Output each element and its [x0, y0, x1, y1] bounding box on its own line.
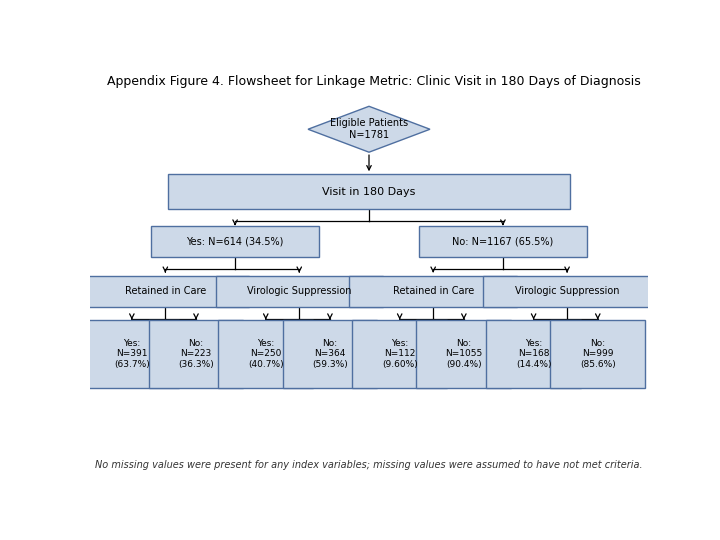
FancyBboxPatch shape — [218, 320, 313, 388]
FancyBboxPatch shape — [416, 320, 511, 388]
Text: Appendix Figure 4. Flowsheet for Linkage Metric: Clinic Visit in 180 Days of Dia: Appendix Figure 4. Flowsheet for Linkage… — [107, 75, 641, 88]
Text: Retained in Care: Retained in Care — [125, 286, 206, 296]
FancyBboxPatch shape — [349, 275, 517, 307]
Text: No:
N=223
(36.3%): No: N=223 (36.3%) — [178, 339, 214, 369]
FancyBboxPatch shape — [151, 226, 319, 258]
Text: Yes: N=614 (34.5%): Yes: N=614 (34.5%) — [186, 237, 284, 247]
FancyBboxPatch shape — [486, 320, 581, 388]
Text: Retained in Care: Retained in Care — [392, 286, 474, 296]
FancyBboxPatch shape — [282, 320, 377, 388]
FancyBboxPatch shape — [168, 174, 570, 209]
FancyBboxPatch shape — [81, 275, 249, 307]
Text: No:
N=364
(59.3%): No: N=364 (59.3%) — [312, 339, 348, 369]
Polygon shape — [308, 106, 430, 152]
FancyBboxPatch shape — [215, 275, 383, 307]
Text: Yes:
N=250
(40.7%): Yes: N=250 (40.7%) — [248, 339, 284, 369]
Text: No missing values were present for any index variables; missing values were assu: No missing values were present for any i… — [95, 460, 643, 470]
Text: No:
N=1055
(90.4%): No: N=1055 (90.4%) — [445, 339, 482, 369]
Text: Visit in 180 Days: Visit in 180 Days — [323, 187, 415, 197]
Text: Yes:
N=168
(14.4%): Yes: N=168 (14.4%) — [516, 339, 552, 369]
FancyBboxPatch shape — [550, 320, 645, 388]
Text: No: N=1167 (65.5%): No: N=1167 (65.5%) — [452, 237, 554, 247]
Text: No:
N=999
(85.6%): No: N=999 (85.6%) — [580, 339, 616, 369]
Text: Eligible Patients
N=1781: Eligible Patients N=1781 — [330, 118, 408, 140]
Text: Virologic Suppression: Virologic Suppression — [247, 286, 351, 296]
Text: Yes:
N=112
(9.60%): Yes: N=112 (9.60%) — [382, 339, 418, 369]
FancyBboxPatch shape — [148, 320, 243, 388]
FancyBboxPatch shape — [352, 320, 447, 388]
Text: Yes:
N=391
(63.7%): Yes: N=391 (63.7%) — [114, 339, 150, 369]
FancyBboxPatch shape — [483, 275, 651, 307]
FancyBboxPatch shape — [84, 320, 179, 388]
Text: Virologic Suppression: Virologic Suppression — [515, 286, 619, 296]
FancyBboxPatch shape — [419, 226, 587, 258]
